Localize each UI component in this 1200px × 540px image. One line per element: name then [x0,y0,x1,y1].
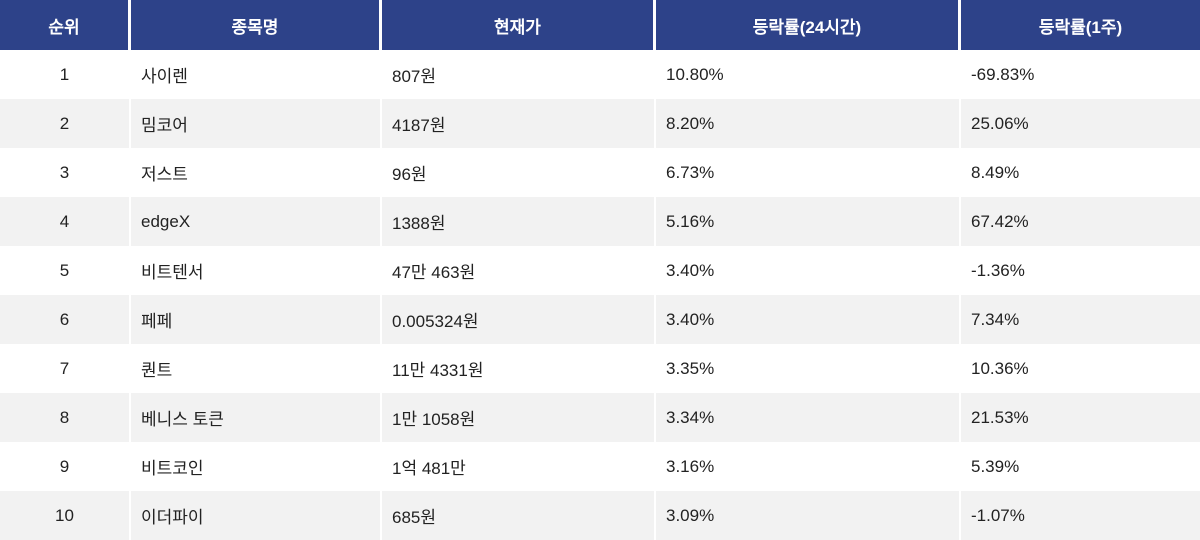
table-row: 10 이더파이 685원 3.09% -1.07% [0,491,1200,540]
change-1w-cell: 5.39% [971,456,1020,476]
name-cell: 비트코인 [131,442,382,491]
price-cell: 807원 [382,50,656,99]
price-cell: 1388원 [382,197,656,246]
rank-cell: 1 [0,50,131,99]
name-cell: 밈코어 [131,99,382,148]
change-24h-cell: 6.73% [656,148,961,197]
change-1w-cell: 10.36% [971,358,1029,378]
price-cell: 11만 4331원 [382,344,656,393]
table-row: 9 비트코인 1억 481만 3.16% 5.39% [0,442,1200,491]
change-24h-cell: 3.40% [656,295,961,344]
rank-cell: 6 [0,295,131,344]
change-1w-cell: -69.83% [971,64,1035,84]
table-body: 1 사이렌 807원 10.80% -69.83% 2 밈코어 4187원 8.20% 25.06… [0,50,1200,540]
change-1w-cell: -1.36% [971,260,1025,280]
name-cell: 비트텐서 [131,246,382,295]
change-24h-cell: 5.16% [656,197,961,246]
price-cell: 1억 481만 [382,442,656,491]
change-1w-cell: -1.07% [971,505,1025,525]
price-cell: 47만 463원 [382,246,656,295]
change-24h-cell: 10.80% [656,50,961,99]
column-header-change-24h: 등락률(24시간) [656,0,961,50]
column-header-name: 종목명 [131,0,382,50]
rank-cell: 5 [0,246,131,295]
table-row: 7 퀀트 11만 4331원 3.35% 10.36% [0,344,1200,393]
name-cell: 페페 [131,295,382,344]
price-cell: 96원 [382,148,656,197]
change-1w-cell: 67.42% [971,211,1029,231]
price-cell: 685원 [382,491,656,540]
rank-cell: 8 [0,393,131,442]
table-row: 8 베니스 토큰 1만 1058원 3.34% 21.53% [0,393,1200,442]
column-header-price: 현재가 [382,0,656,50]
change-1w-cell: 21.53% [971,407,1029,427]
change-1w-cell: 8.49% [971,162,1020,182]
table-row: 1 사이렌 807원 10.80% -69.83% [0,50,1200,99]
change-1w-cell: 25.06% [971,113,1029,133]
price-cell: 4187원 [382,99,656,148]
name-cell: 사이렌 [131,50,382,99]
change-24h-cell: 8.20% [656,99,961,148]
name-cell: 이더파이 [131,491,382,540]
rank-cell: 9 [0,442,131,491]
name-cell: 퀀트 [131,344,382,393]
table-row: 2 밈코어 4187원 8.20% 25.06% [0,99,1200,148]
change-24h-cell: 3.34% [656,393,961,442]
name-cell: 저스트 [131,148,382,197]
column-header-rank: 순위 [0,0,131,50]
rank-cell: 2 [0,99,131,148]
rank-cell: 10 [0,491,131,540]
table-row: 5 비트텐서 47만 463원 3.40% -1.36% [0,246,1200,295]
change-24h-cell: 3.40% [656,246,961,295]
rank-cell: 7 [0,344,131,393]
table-row: 6 페페 0.005324원 3.40% 7.34% [0,295,1200,344]
name-cell: edgeX [131,197,382,246]
change-24h-cell: 3.09% [656,491,961,540]
change-24h-cell: 3.16% [656,442,961,491]
name-cell: 베니스 토큰 [131,393,382,442]
change-1w-cell: 7.34% [971,309,1020,329]
price-cell: 0.005324원 [382,295,656,344]
table-row: 3 저스트 96원 6.73% 8.49% [0,148,1200,197]
price-cell: 1만 1058원 [382,393,656,442]
table-header: 순위 종목명 현재가 등락률(24시간) 등락률(1주) [0,0,1200,50]
rank-cell: 3 [0,148,131,197]
header-row: 순위 종목명 현재가 등락률(24시간) 등락률(1주) [0,0,1200,50]
change-24h-cell: 3.35% [656,344,961,393]
column-header-change-1w: 등락률(1주) [961,0,1200,50]
rank-cell: 4 [0,197,131,246]
table-row: 4 edgeX 1388원 5.16% 67.42% [0,197,1200,246]
